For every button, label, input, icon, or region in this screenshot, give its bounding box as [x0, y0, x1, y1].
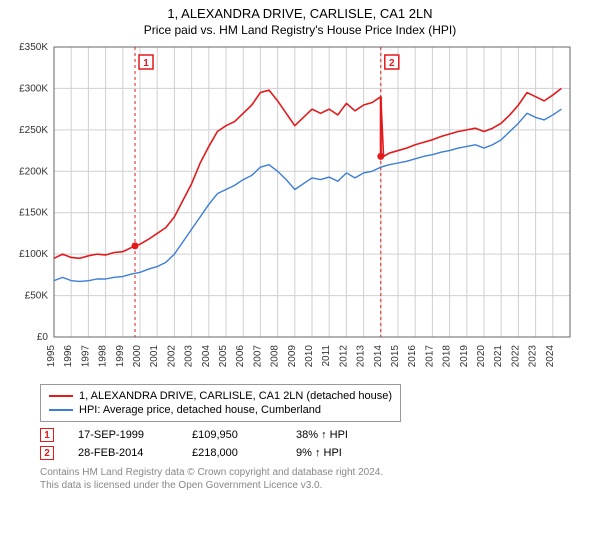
svg-text:2012: 2012: [338, 345, 349, 368]
svg-text:2020: 2020: [476, 345, 487, 368]
sales-table: 1 17-SEP-1999 £109,950 38% ↑ HPI 2 28-FEB-201…: [40, 426, 588, 462]
chart-svg: £0 £50K £100K £150K £200K £250K £300K £350K 1995…: [12, 43, 572, 373]
svg-text:2016: 2016: [407, 345, 418, 368]
svg-text:£50K: £50K: [25, 291, 49, 302]
sale-marker: 2: [40, 446, 54, 460]
svg-text:£300K: £300K: [19, 83, 48, 94]
svg-text:2017: 2017: [424, 345, 435, 368]
svg-text:1998: 1998: [98, 345, 109, 368]
legend-row: 1, ALEXANDRA DRIVE, CARLISLE, CA1 2LN (d…: [49, 389, 392, 403]
legend: 1, ALEXANDRA DRIVE, CARLISLE, CA1 2LN (d…: [40, 384, 401, 422]
svg-text:2008: 2008: [270, 345, 281, 368]
svg-text:£100K: £100K: [19, 249, 48, 260]
svg-text:1995: 1995: [46, 345, 57, 368]
svg-text:2002: 2002: [166, 345, 177, 368]
svg-text:2: 2: [389, 58, 395, 69]
svg-text:£200K: £200K: [19, 166, 48, 177]
svg-text:2001: 2001: [149, 345, 160, 368]
sale-date: 28-FEB-2014: [78, 447, 168, 459]
svg-text:2010: 2010: [304, 345, 315, 368]
svg-text:1: 1: [143, 58, 149, 69]
legend-label: 1, ALEXANDRA DRIVE, CARLISLE, CA1 2LN (d…: [79, 390, 392, 402]
svg-text:1996: 1996: [63, 345, 74, 368]
svg-text:2021: 2021: [493, 345, 504, 368]
sale-delta: 38% ↑ HPI: [296, 429, 348, 441]
footer-line-1: Contains HM Land Registry data © Crown c…: [40, 466, 588, 479]
svg-text:£0: £0: [37, 332, 49, 343]
svg-text:2003: 2003: [184, 345, 195, 368]
sale-price: £109,950: [192, 429, 272, 441]
page-title: 1, ALEXANDRA DRIVE, CARLISLE, CA1 2LN: [0, 0, 600, 21]
legend-swatch: [49, 409, 73, 411]
sale-row: 2 28-FEB-2014 £218,000 9% ↑ HPI: [40, 444, 588, 462]
sale-row: 1 17-SEP-1999 £109,950 38% ↑ HPI: [40, 426, 588, 444]
svg-text:1999: 1999: [115, 345, 126, 368]
svg-text:2014: 2014: [373, 345, 384, 368]
svg-text:2013: 2013: [356, 345, 367, 368]
footer: Contains HM Land Registry data © Crown c…: [40, 466, 588, 492]
svg-text:2004: 2004: [201, 345, 212, 368]
legend-swatch: [49, 395, 73, 397]
svg-text:2000: 2000: [132, 345, 143, 368]
sale-delta: 9% ↑ HPI: [296, 447, 342, 459]
price-chart: £0 £50K £100K £150K £200K £250K £300K £350K 1995…: [12, 43, 588, 378]
svg-text:2019: 2019: [459, 345, 470, 368]
svg-text:2005: 2005: [218, 345, 229, 368]
svg-text:2022: 2022: [510, 345, 521, 368]
svg-text:2015: 2015: [390, 345, 401, 368]
svg-text:2007: 2007: [252, 345, 263, 368]
svg-text:2018: 2018: [442, 345, 453, 368]
svg-text:2009: 2009: [287, 345, 298, 368]
svg-text:1997: 1997: [80, 345, 91, 368]
svg-text:2024: 2024: [545, 345, 556, 368]
svg-text:£150K: £150K: [19, 208, 48, 219]
svg-text:£350K: £350K: [19, 43, 48, 53]
sale-marker: 1: [40, 428, 54, 442]
footer-line-2: This data is licensed under the Open Gov…: [40, 479, 588, 492]
sale-date: 17-SEP-1999: [78, 429, 168, 441]
svg-text:£250K: £250K: [19, 125, 48, 136]
svg-text:2011: 2011: [321, 345, 332, 367]
svg-text:2006: 2006: [235, 345, 246, 368]
sale-price: £218,000: [192, 447, 272, 459]
legend-label: HPI: Average price, detached house, Cumb…: [79, 404, 321, 416]
page-subtitle: Price paid vs. HM Land Registry's House …: [0, 21, 600, 43]
svg-text:2023: 2023: [528, 345, 539, 368]
legend-row: HPI: Average price, detached house, Cumb…: [49, 403, 392, 417]
